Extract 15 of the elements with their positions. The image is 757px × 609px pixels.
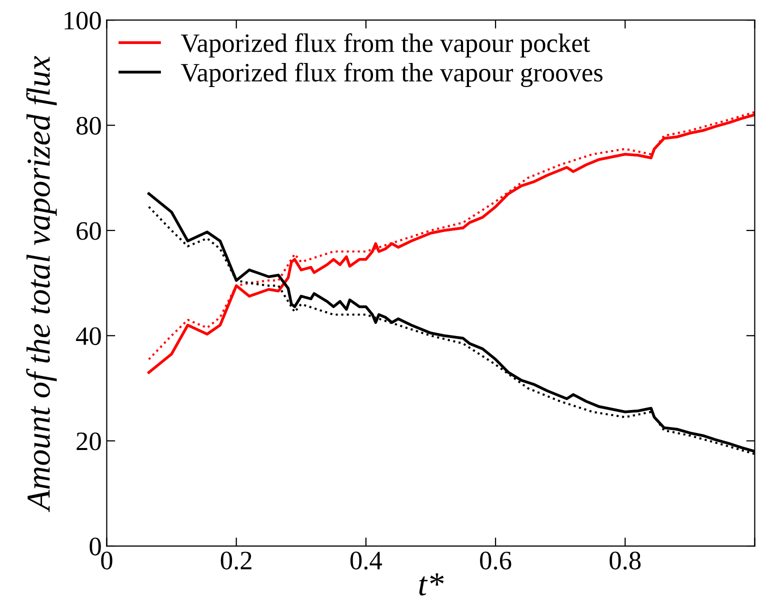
y-axis-title: Amount of the total vaporized flux (26, 56, 57, 512)
legend-label: Vaporized flux from the vapour pocket (180, 33, 590, 58)
x-tick-label: 0.4 (350, 552, 382, 570)
y-tick-label: 100 (64, 12, 101, 30)
legend-label: Vaporized flux from the vapour grooves (180, 62, 602, 88)
y-tick-label: 0 (90, 538, 101, 556)
y-tick-label: 40 (76, 327, 101, 346)
y-tick-label: 20 (76, 432, 101, 450)
x-tick-label: 0.8 (610, 552, 641, 570)
x-tick-label: 0 (101, 552, 112, 570)
x-axis-title: t* (419, 573, 444, 596)
x-tick-label: 0.2 (220, 552, 252, 570)
y-tick-label: 60 (76, 222, 101, 240)
x-tick-label: 0.6 (480, 552, 512, 570)
y-tick-label: 80 (76, 116, 101, 135)
